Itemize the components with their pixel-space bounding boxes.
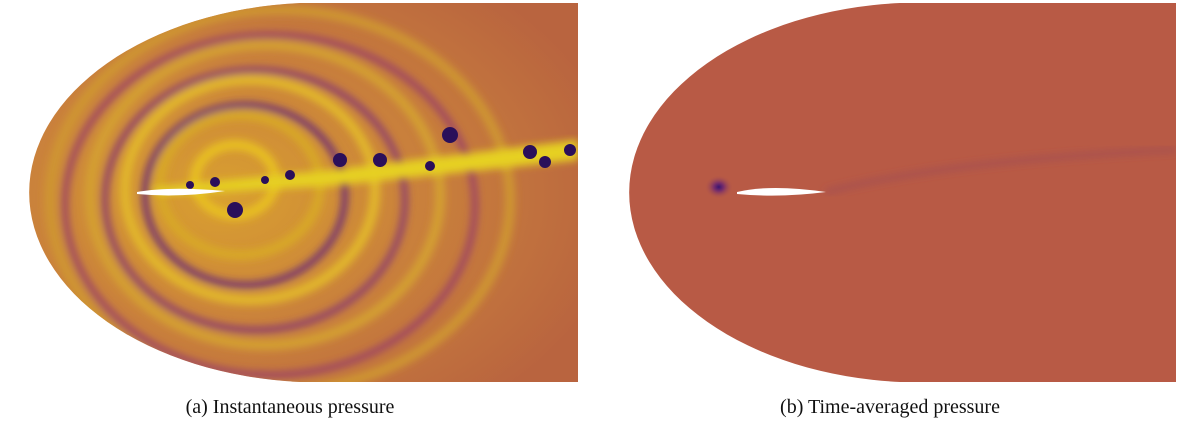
caption: (a) Instantaneous pressure bbox=[185, 396, 395, 418]
figure-panels bbox=[29, 3, 1176, 382]
instantaneous-field bbox=[29, 3, 579, 382]
caption: (b) Time-averaged pressure bbox=[780, 396, 1000, 418]
time-averaged-field bbox=[629, 3, 1176, 382]
